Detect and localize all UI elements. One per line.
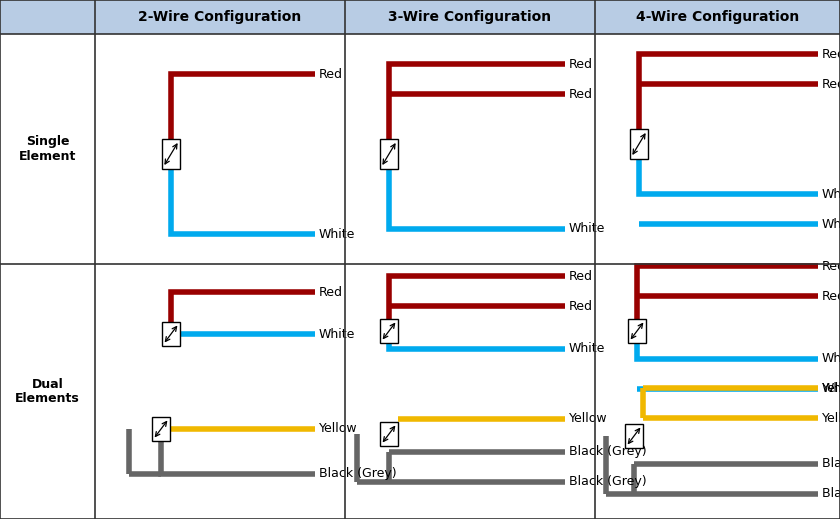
Text: White: White [569, 223, 606, 236]
Text: Red: Red [569, 88, 593, 101]
Text: Black (Grey): Black (Grey) [319, 468, 396, 481]
Bar [152, 417, 170, 441]
Text: 2-Wire Configuration: 2-Wire Configuration [139, 10, 302, 24]
Text: Single
Element: Single Element [18, 135, 76, 163]
Text: Red: Red [319, 67, 343, 80]
Text: Black (Grey): Black (Grey) [569, 445, 647, 458]
Bar [628, 319, 646, 343]
Bar [162, 322, 180, 346]
Text: Yellow: Yellow [822, 381, 840, 394]
Text: Red: Red [822, 77, 840, 90]
Bar [625, 424, 643, 448]
Text: Red: Red [569, 299, 593, 312]
Text: Red: Red [822, 260, 840, 272]
Text: Black (Grey): Black (Grey) [569, 475, 647, 488]
Text: Red: Red [822, 48, 840, 61]
Text: White: White [319, 327, 355, 340]
Text: Yellow: Yellow [822, 412, 840, 425]
Text: White: White [569, 343, 606, 356]
Text: Black (Grey): Black (Grey) [822, 487, 840, 500]
Bar [162, 139, 180, 169]
Text: 3-Wire Configuration: 3-Wire Configuration [388, 10, 552, 24]
Text: Red: Red [822, 290, 840, 303]
Text: Yellow: Yellow [569, 413, 607, 426]
Text: White: White [822, 383, 840, 395]
Text: Yellow: Yellow [319, 422, 358, 435]
Text: Red: Red [569, 58, 593, 71]
Text: Red: Red [319, 285, 343, 298]
Bar [380, 422, 398, 446]
Text: White: White [822, 217, 840, 230]
Text: White: White [319, 227, 355, 240]
Bar [0, 0, 840, 34]
Text: 4-Wire Configuration: 4-Wire Configuration [636, 10, 799, 24]
Bar [630, 129, 648, 159]
Text: Black (Grey): Black (Grey) [822, 458, 840, 471]
Text: White: White [822, 187, 840, 200]
Bar [380, 319, 398, 343]
Text: Red: Red [569, 269, 593, 282]
Bar [380, 139, 398, 169]
Text: Dual
Elements: Dual Elements [15, 377, 80, 405]
Text: White: White [822, 352, 840, 365]
